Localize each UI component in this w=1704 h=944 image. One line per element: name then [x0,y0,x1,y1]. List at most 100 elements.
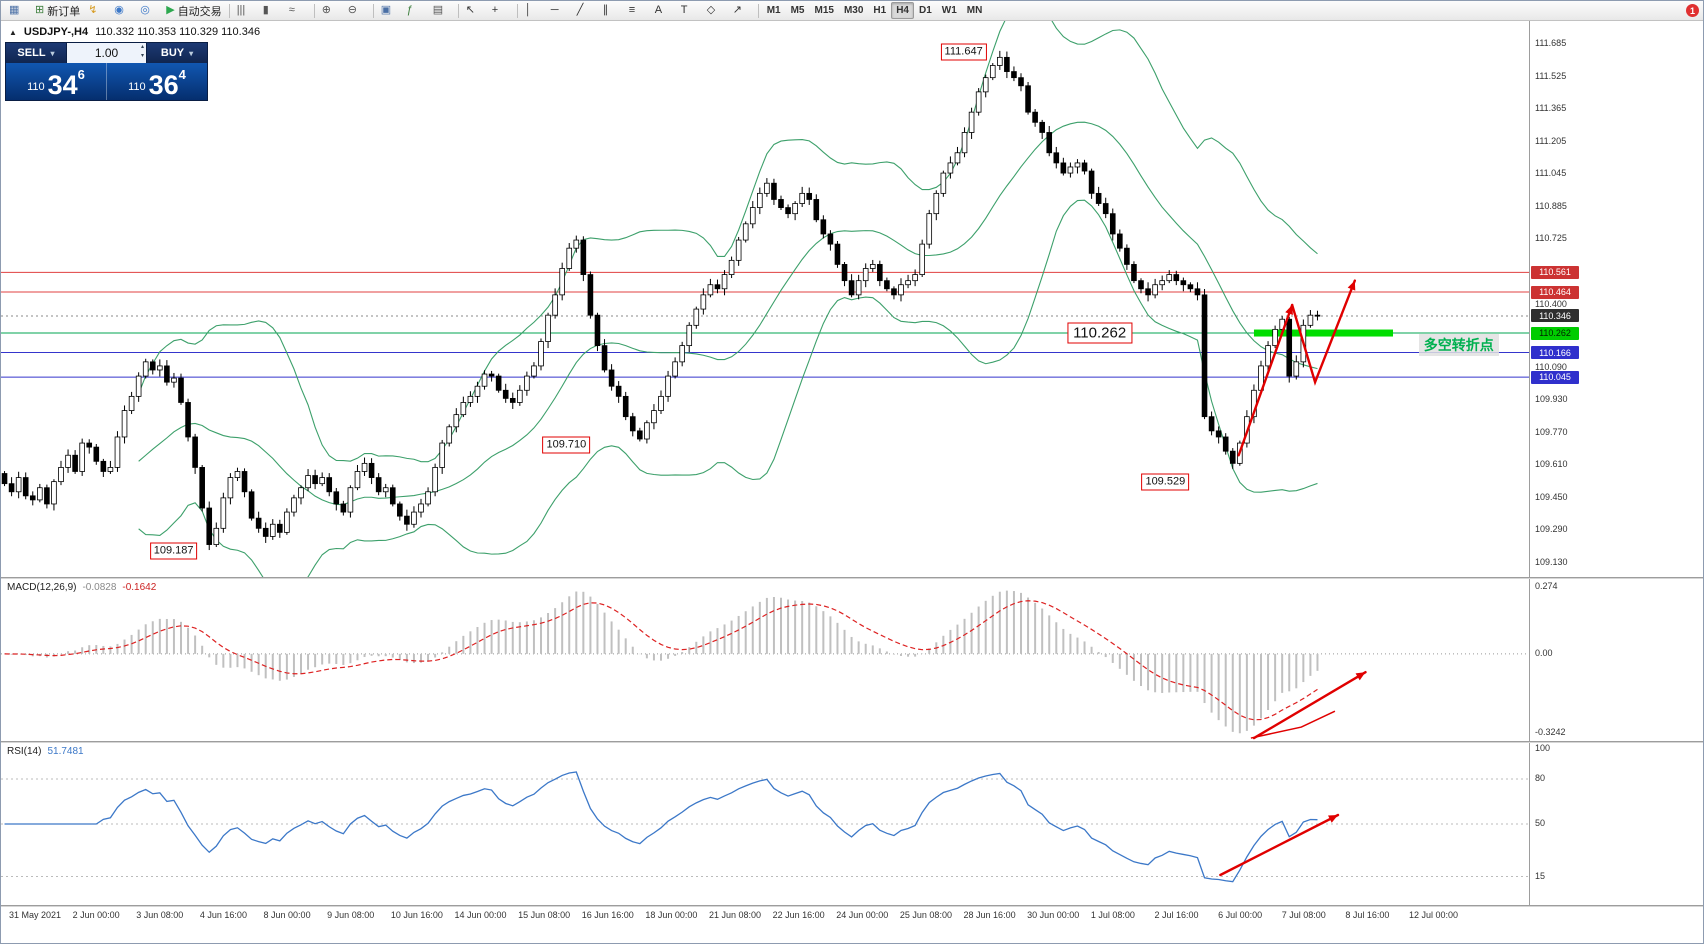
rsi-indicator-label: RSI(14) 51.7481 [7,746,84,757]
price-marker-110.166: 110.166 [1531,346,1579,360]
rsi-scale-label: 50 [1535,818,1546,828]
autotrading-button-label: 自动交易 [177,5,222,18]
toolbar-separator [757,3,759,18]
templates-icon[interactable]: ▤ [429,1,455,20]
time-label: 16 Jun 16:00 [581,910,634,920]
new-chart-icon[interactable]: ▦ [5,1,31,20]
volume-spinner-icon[interactable]: ▴ ▾ [140,44,144,59]
rsi-panel[interactable] [1,743,1529,905]
panel-separator[interactable] [1,577,1703,579]
arrows-tool-icon[interactable]: ↗ [729,1,755,20]
sell-price-main: 34 [47,69,78,100]
macd-panel[interactable] [1,579,1529,741]
bar-chart-icon[interactable]: ||| [233,1,259,20]
alerts-icon: ↯ [88,4,98,16]
zoom-out-icon[interactable]: ⊖ [344,1,370,20]
price-chart[interactable] [1,21,1529,577]
zoom-in-icon[interactable]: ⊕ [318,1,344,20]
price-marker-110.262: 110.262 [1531,326,1579,340]
time-label: 1 Jul 08:00 [1090,910,1135,920]
market-watch-icon[interactable]: ◉ [110,1,136,20]
price-annotation-110.262[interactable]: 110.262 [1067,322,1133,344]
text-tool-icon[interactable]: A [651,1,677,20]
toolbar-separator [516,3,518,18]
price-annotation-109.529[interactable]: 109.529 [1141,473,1190,491]
time-label: 15 Jun 08:00 [518,910,571,920]
price-label: 111.205 [1535,135,1567,146]
price-label: 109.930 [1535,394,1568,405]
time-label: 21 Jun 08:00 [709,910,762,920]
cursor-icon[interactable]: ↖ [462,1,488,20]
line-chart-icon[interactable]: ≈ [285,1,311,20]
sell-price-prefix: 110 [27,81,45,93]
channel-icon[interactable]: ∥ [599,1,625,20]
price-annotation-109.710[interactable]: 109.710 [542,436,591,454]
time-label: 8 Jun 00:00 [263,910,311,920]
sell-price-pip: 6 [77,67,85,82]
timeframe-w1[interactable]: W1 [941,5,957,16]
time-label: 9 Jun 08:00 [327,910,375,920]
price-divider [106,63,107,100]
candle-chart-icon[interactable]: ▮ [259,1,285,20]
pivot-note-label[interactable]: 多空转折点 [1418,333,1499,356]
volume-input[interactable]: 1.00 ▴ ▾ [67,43,147,63]
trendline-icon: ╱ [576,4,584,16]
time-label: 18 Jun 00:00 [645,910,698,920]
time-axis[interactable]: 31 May 2021 2 Jun 00:00 3 Jun 08:00 4 Jun 1… [1,907,1529,925]
time-label: 22 Jun 16:00 [772,910,825,920]
candle-chart-icon: ▮ [262,4,269,16]
time-label: 3 Jun 08:00 [136,910,184,920]
price-annotation-109.187[interactable]: 109.187 [149,542,198,560]
buy-price-button[interactable]: 110 36 4 [107,63,207,100]
panel-separator[interactable] [1,741,1703,743]
fibonacci-icon[interactable]: ≡ [625,1,651,20]
label-tool-icon: T [680,4,688,16]
time-label: 12 Jul 00:00 [1409,910,1459,920]
time-label: 25 Jun 08:00 [899,910,952,920]
timeframe-d1[interactable]: D1 [919,5,932,16]
timeframe-m1[interactable]: M1 [766,5,781,16]
timeframe-m5[interactable]: M5 [790,5,805,16]
price-marker-110.464: 110.464 [1531,285,1579,299]
label-tool-icon[interactable]: T [677,1,703,20]
time-label: 10 Jun 16:00 [390,910,443,920]
buy-button[interactable]: BUY ▾ [147,43,207,63]
new-order-button: ⊞ [35,4,45,16]
horizontal-line-icon[interactable]: ─ [547,1,573,20]
price-annotation-111.647[interactable]: 111.647 [940,43,987,61]
indicators-icon[interactable]: ƒ [403,1,429,20]
alerts-icon[interactable]: ↯ [84,1,110,20]
vertical-line-icon[interactable]: │ [521,1,547,20]
sell-dropdown-icon[interactable]: ▾ [50,48,55,58]
buy-dropdown-icon[interactable]: ▾ [189,48,194,58]
timeframe-m30[interactable]: M30 [843,5,864,16]
price-label: 109.290 [1535,524,1568,535]
price-label: 110.090 [1535,361,1567,372]
new-order-button[interactable]: ⊞ 新订单 [31,1,84,20]
data-window-icon[interactable]: ◎ [136,1,162,20]
timeframe-h4[interactable]: H4 [891,2,914,19]
price-marker-110.045: 110.045 [1531,370,1579,384]
trendline-icon[interactable]: ╱ [573,1,599,20]
autotrading-button[interactable]: ▶ 自动交易 [162,1,225,20]
toolbar-separator [372,3,374,18]
time-label: 2 Jun 00:00 [72,910,120,920]
sell-price-button[interactable]: 110 34 6 [6,63,106,100]
tile-windows-icon[interactable]: ▣ [377,1,403,20]
shapes-icon[interactable]: ◇ [703,1,729,20]
price-label: 111.525 [1535,70,1567,81]
macd-signal-value: -0.1642 [122,582,157,593]
vertical-line-icon: │ [524,4,532,16]
timeframe-m15[interactable]: M15 [814,5,834,16]
price-scale[interactable]: 111.685 111.525 111.365 111.205 111.045 110.8… [1529,21,1703,905]
notification-badge[interactable]: 1 [1686,4,1699,17]
time-label: 8 Jul 16:00 [1345,910,1390,920]
crosshair-icon[interactable]: + [488,1,514,20]
time-label: 28 Jun 16:00 [963,910,1016,920]
timeframe-h1[interactable]: H1 [873,5,887,16]
timeframe-mn[interactable]: MN [966,5,983,16]
cursor-icon: ↖ [465,4,475,16]
sell-button[interactable]: SELL ▾ [6,43,67,63]
